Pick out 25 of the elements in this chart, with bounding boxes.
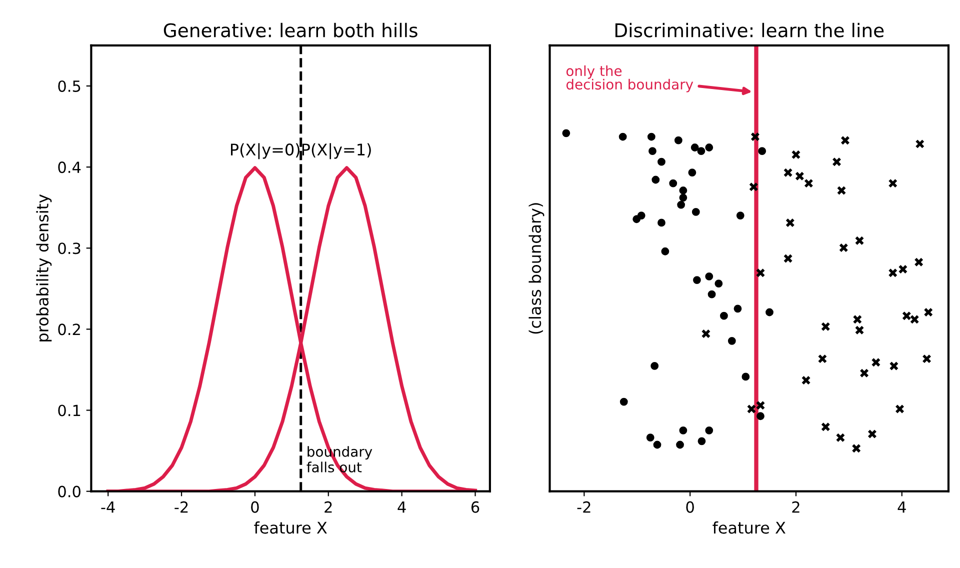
y-tick-label: 0.3 bbox=[58, 242, 80, 254]
x-axis-title: feature X bbox=[712, 521, 786, 534]
x-tick-label: 4 bbox=[398, 502, 406, 513]
x-tick-label: 4 bbox=[898, 502, 906, 513]
annotation: P(X|y=1) bbox=[302, 143, 371, 160]
x-tick-label: -2 bbox=[174, 501, 188, 513]
text: only the decision boundary bbox=[566, 65, 694, 92]
x-tick-label: 0 bbox=[251, 501, 259, 513]
x-tick-label: 0 bbox=[686, 501, 694, 513]
x-tick-label: 2 bbox=[792, 501, 800, 513]
x-axis-title: feature X bbox=[254, 521, 327, 534]
y-axis-title: probability density bbox=[36, 194, 52, 342]
x-tick-label: -2 bbox=[577, 501, 590, 513]
y-axis-title: (class boundary) bbox=[528, 203, 544, 334]
x-tick-label: 6 bbox=[471, 501, 480, 513]
y-tick-label: 0.1 bbox=[58, 404, 80, 416]
chart-title: Generative: learn both hills bbox=[164, 22, 418, 38]
x-tick-label: -4 bbox=[101, 502, 115, 513]
chart-title: Discriminative: learn the line bbox=[615, 22, 884, 38]
x-tick-label: 2 bbox=[324, 501, 332, 513]
y-tick-label: 0.2 bbox=[58, 324, 80, 336]
y-tick-label: 0.5 bbox=[58, 80, 80, 92]
annotation: P(X|y=0) bbox=[231, 143, 300, 160]
y-tick-label: 0.0 bbox=[58, 486, 80, 498]
y-tick-label: 0.4 bbox=[58, 162, 81, 174]
